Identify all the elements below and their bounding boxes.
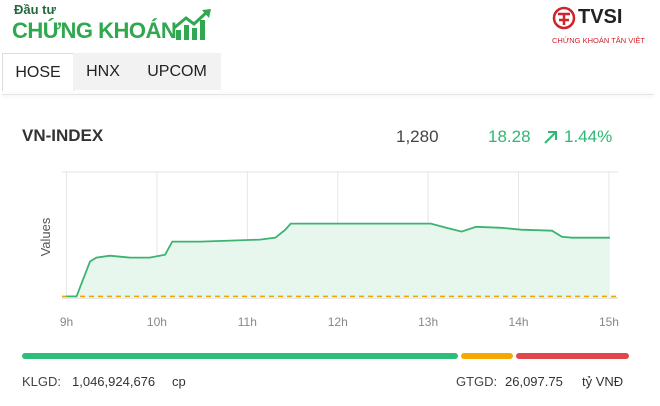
value: 26,097.75 — [505, 374, 563, 389]
chart: Values 9h 10h 11h 12h 13h 14h 15h — [38, 171, 619, 329]
x-tick-label: 10h — [147, 315, 167, 329]
x-tick-label: 11h — [238, 315, 257, 329]
value-label: GTGD: — [456, 374, 498, 389]
partner-name: TVSI — [578, 6, 623, 28]
breadth-bar — [22, 353, 629, 359]
brand-small: Đầu tư — [14, 2, 56, 17]
brand-icon — [173, 9, 211, 40]
volume: 1,046,924,676 — [72, 374, 156, 389]
index-name: VN-INDEX — [22, 126, 104, 145]
x-tick-label: 15h — [599, 315, 619, 329]
index-change-pct: 1.44% — [564, 127, 613, 146]
index-change: 18.28 — [488, 127, 531, 146]
up-arrow — [544, 131, 557, 144]
x-tick-label: 13h — [418, 315, 438, 329]
breadth-segment — [516, 353, 629, 359]
x-tick-label: 12h — [328, 315, 348, 329]
area — [66, 223, 610, 298]
index-value: 1,280 — [396, 127, 439, 146]
partner-icon — [552, 6, 576, 30]
y-axis-label: Values — [38, 217, 53, 256]
brand-large: CHỨNG KHOÁN — [12, 18, 177, 43]
line — [66, 222, 610, 298]
x-tick-label: 9h — [60, 315, 73, 329]
partner-sub: CHỨNG KHOÁN TÂN VIỆT — [552, 36, 645, 45]
breadth-segment — [460, 353, 513, 359]
breadth-segment — [22, 353, 458, 359]
volume-label: KLGD: — [22, 374, 62, 389]
value-unit: tỷ VNĐ — [582, 374, 624, 389]
tab[interactable]: HNX — [73, 53, 133, 90]
x-tick-label: 14h — [509, 315, 529, 329]
tab[interactable]: UPCOM — [133, 53, 221, 90]
card-edge — [2, 94, 654, 95]
volume-unit: cp — [172, 374, 186, 389]
